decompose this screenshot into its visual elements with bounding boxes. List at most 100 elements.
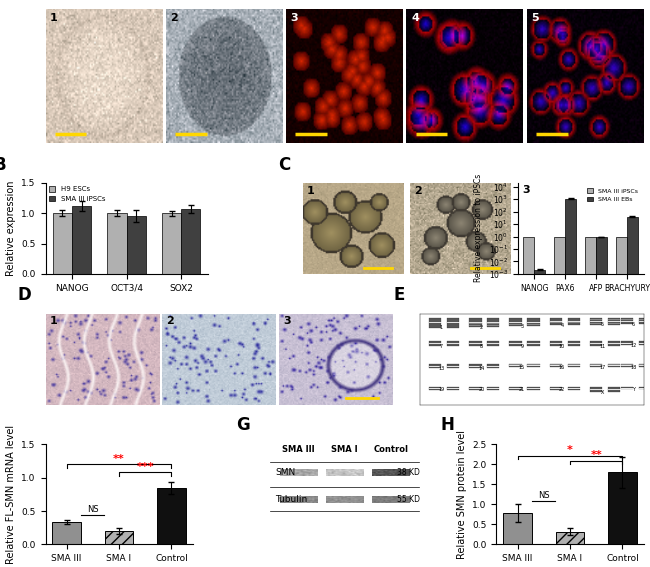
Bar	[639, 341, 650, 345]
Text: 15: 15	[519, 365, 525, 370]
Text: 4: 4	[411, 12, 419, 23]
Bar	[590, 364, 602, 367]
Bar	[429, 318, 441, 328]
Bar	[487, 387, 499, 390]
Bar	[157, 488, 186, 544]
Bar	[527, 387, 540, 390]
Bar	[527, 364, 540, 367]
Text: C: C	[278, 156, 290, 174]
Text: 5: 5	[532, 12, 539, 23]
Text: Control: Control	[373, 445, 408, 454]
Bar	[469, 387, 482, 390]
Y-axis label: Relative FL-SMN mRNA level: Relative FL-SMN mRNA level	[6, 425, 16, 564]
Bar	[510, 387, 522, 390]
Bar	[510, 318, 522, 326]
Text: 12: 12	[630, 343, 636, 348]
Text: **: **	[113, 454, 125, 464]
Bar	[447, 318, 460, 328]
Bar	[503, 513, 532, 544]
Legend: H9 ESCs, SMA III iPSCs: H9 ESCs, SMA III iPSCs	[49, 186, 105, 202]
Bar	[639, 364, 650, 367]
Text: 21: 21	[519, 387, 525, 392]
Text: 18: 18	[630, 365, 636, 370]
Bar	[429, 387, 441, 390]
Text: E: E	[393, 286, 405, 304]
Text: G: G	[237, 416, 250, 434]
Text: ***: ***	[136, 462, 154, 472]
Bar	[621, 341, 634, 345]
Text: *: *	[567, 445, 573, 455]
Bar	[556, 531, 584, 544]
Bar	[447, 387, 460, 390]
Bar	[585, 236, 596, 567]
Bar	[510, 341, 522, 346]
Text: F: F	[0, 416, 1, 434]
Bar	[429, 341, 441, 346]
Text: SMN: SMN	[275, 468, 295, 477]
Text: 2: 2	[166, 316, 174, 327]
Bar	[590, 318, 602, 325]
Bar	[53, 213, 72, 274]
Text: 3: 3	[291, 12, 298, 23]
Bar	[550, 387, 562, 390]
Text: A: A	[25, 0, 37, 3]
Text: 1: 1	[440, 325, 443, 331]
Text: 19: 19	[438, 387, 445, 392]
Bar	[590, 341, 602, 346]
Bar	[534, 270, 545, 567]
Text: 1: 1	[50, 12, 58, 23]
Bar	[567, 318, 580, 325]
Text: 3: 3	[523, 185, 530, 194]
Bar	[510, 364, 522, 367]
Text: D: D	[17, 286, 31, 304]
Bar	[469, 318, 482, 327]
Text: 1: 1	[307, 185, 315, 196]
Text: 2: 2	[170, 12, 178, 23]
Text: 14: 14	[478, 366, 485, 371]
Bar	[608, 387, 620, 392]
Text: 2: 2	[414, 185, 422, 196]
Text: 13: 13	[438, 366, 445, 371]
Bar	[523, 236, 534, 567]
Text: 3: 3	[283, 316, 291, 327]
Bar	[554, 236, 565, 567]
Y-axis label: Relative expression to iPSCs: Relative expression to iPSCs	[474, 174, 483, 282]
Bar	[162, 213, 181, 274]
Bar	[550, 364, 562, 367]
Bar	[621, 387, 634, 389]
Text: NS: NS	[538, 490, 550, 500]
Text: Y: Y	[632, 387, 635, 392]
Bar	[639, 318, 650, 324]
Bar	[627, 217, 638, 567]
Bar	[639, 387, 650, 389]
Text: B: B	[0, 156, 6, 174]
Text: SMA I: SMA I	[332, 445, 358, 454]
Text: 7: 7	[440, 344, 443, 349]
Bar	[487, 318, 499, 327]
Bar	[596, 236, 607, 567]
Text: 8: 8	[480, 344, 483, 349]
Text: 16: 16	[559, 365, 565, 370]
Text: 6: 6	[632, 322, 635, 327]
Bar	[567, 341, 580, 346]
Bar	[469, 341, 482, 346]
Bar	[127, 216, 146, 274]
Bar	[608, 364, 620, 367]
Bar	[447, 341, 460, 346]
Text: 10: 10	[559, 344, 565, 349]
Y-axis label: Relative SMN protein level: Relative SMN protein level	[457, 430, 467, 559]
Bar	[616, 236, 627, 567]
Text: 55 KD: 55 KD	[397, 495, 420, 504]
Y-axis label: Relative expression: Relative expression	[6, 181, 16, 276]
Bar	[469, 364, 482, 368]
Text: X: X	[601, 390, 604, 395]
Bar	[567, 387, 580, 390]
Bar	[565, 198, 576, 567]
Text: 17: 17	[599, 365, 605, 370]
Text: SMA III: SMA III	[282, 445, 315, 454]
Text: H: H	[441, 416, 454, 434]
Bar	[72, 206, 91, 274]
Text: 2: 2	[480, 325, 483, 330]
Bar	[608, 341, 620, 346]
Text: 38 KD: 38 KD	[397, 468, 420, 477]
